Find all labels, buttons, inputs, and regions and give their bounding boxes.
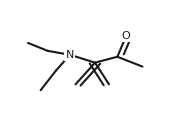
Text: N: N — [66, 50, 74, 60]
Text: O: O — [121, 31, 130, 41]
